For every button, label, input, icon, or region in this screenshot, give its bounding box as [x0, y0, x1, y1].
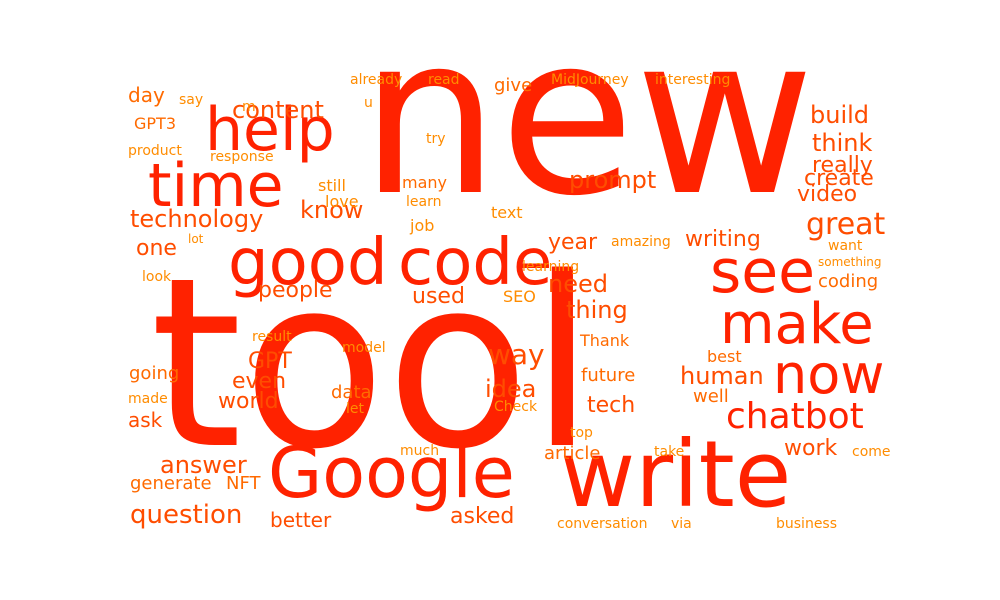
word-learn: learn	[406, 194, 441, 210]
word-top: top	[570, 425, 593, 441]
word-article: article	[544, 443, 600, 464]
word-already: already	[350, 72, 402, 88]
word-better: better	[270, 508, 332, 532]
word-world: world	[218, 389, 279, 414]
word-future: future	[581, 365, 635, 386]
word-writing: writing	[685, 227, 761, 252]
word-build: build	[810, 101, 869, 129]
word-tool: tool	[150, 228, 595, 501]
word-time: time	[148, 151, 284, 221]
word-way: way	[488, 338, 545, 371]
word-video: video	[797, 182, 857, 207]
word-human: human	[680, 362, 764, 390]
word-question: question	[130, 500, 242, 530]
word-used: used	[412, 284, 465, 309]
word-day: day	[128, 83, 165, 107]
word-tech: tech	[587, 393, 635, 418]
word-business: business	[776, 516, 837, 532]
word-google: Google	[268, 432, 515, 514]
word-job: job	[409, 216, 434, 235]
word-help: help	[205, 95, 335, 165]
word-write: write	[560, 421, 791, 528]
word-nft: NFT	[226, 473, 262, 494]
word-u: u	[364, 95, 373, 111]
word-create: create	[804, 166, 874, 191]
word-midjourney: MidJourney	[551, 72, 629, 88]
word-technology: technology	[130, 205, 263, 233]
word-check: Check	[494, 399, 538, 415]
word-make: make	[720, 292, 874, 357]
word-need: need	[548, 270, 608, 298]
word-chatbot: chatbot	[726, 396, 864, 437]
word-gpt3: GPT3	[134, 114, 176, 133]
word-look: look	[142, 269, 172, 285]
word-say: say	[179, 92, 203, 108]
word-thank: Thank	[579, 331, 630, 350]
word-answer: answer	[160, 451, 247, 479]
word-m: m	[242, 99, 256, 115]
word-response: response	[210, 149, 274, 165]
word-really: really	[812, 153, 873, 178]
word-result: result	[252, 329, 292, 345]
word-know: know	[300, 196, 363, 224]
word-going: going	[129, 363, 179, 384]
word-prompt: prompt	[569, 166, 656, 194]
word-people: people	[258, 278, 333, 303]
word-take: take	[654, 444, 684, 460]
word-asked: asked	[450, 504, 514, 529]
word-gpt: GPT	[248, 349, 292, 374]
word-read: read	[428, 72, 460, 88]
word-something: something	[818, 255, 882, 269]
word-see: see	[710, 237, 815, 307]
word-amazing: amazing	[611, 234, 671, 250]
word-thing: thing	[566, 296, 628, 324]
word-still: still	[318, 176, 346, 195]
word-made: made	[128, 391, 168, 407]
word-seo: SEO	[503, 287, 536, 306]
word-code: code	[398, 226, 552, 300]
word-interesting: interesting	[655, 72, 730, 88]
word-even: even	[232, 369, 286, 394]
word-come: come	[852, 444, 891, 460]
word-love: love	[325, 192, 359, 211]
word-year: year	[548, 230, 598, 255]
word-conversation: conversation	[557, 516, 647, 532]
word-work: work	[784, 436, 837, 461]
word-learning: learning	[522, 259, 579, 275]
word-one: one	[136, 236, 177, 261]
word-content: content	[232, 96, 324, 124]
word-much: much	[400, 443, 439, 459]
word-via: via	[671, 516, 692, 532]
word-try: try	[426, 131, 446, 147]
word-good: good	[228, 226, 388, 300]
word-model: model	[342, 340, 386, 356]
word-think: think	[812, 129, 873, 157]
word-new: new	[360, 0, 815, 244]
word-well: well	[693, 386, 729, 407]
word-product: product	[128, 143, 182, 159]
word-lot: lot	[188, 232, 204, 246]
word-text: text	[491, 203, 523, 222]
word-generate: generate	[130, 473, 212, 494]
word-ask: ask	[128, 408, 163, 432]
word-idea: idea	[485, 375, 536, 403]
word-great: great	[806, 207, 886, 242]
word-data: data	[331, 382, 372, 403]
word-give: give	[494, 75, 532, 96]
word-now: now	[773, 343, 884, 406]
word-let: let	[346, 401, 365, 417]
word-coding: coding	[818, 271, 878, 292]
word-want: want	[828, 238, 863, 254]
word-best: best	[707, 347, 742, 366]
word-many: many	[402, 173, 447, 192]
